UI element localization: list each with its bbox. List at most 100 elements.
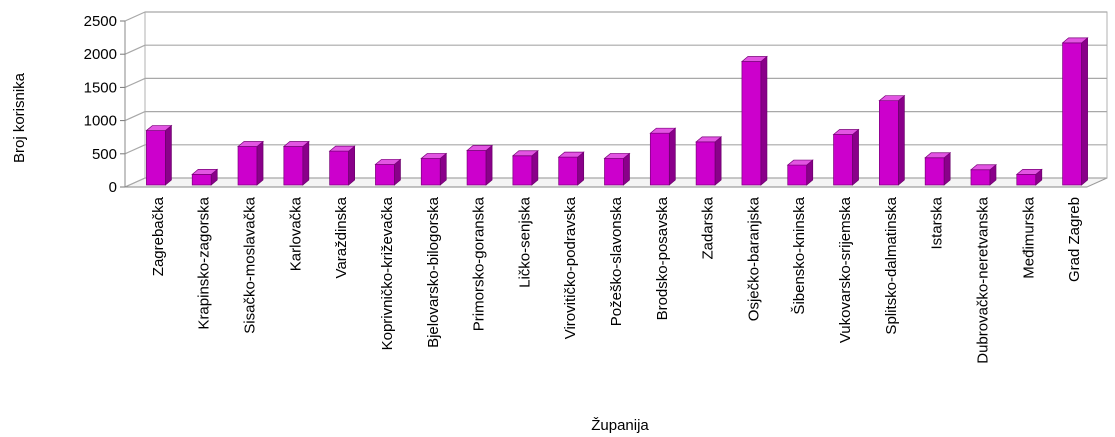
bar [740, 55, 768, 186]
bar [649, 127, 677, 186]
bar-top [924, 152, 952, 159]
bar-front [879, 100, 899, 186]
bar-top [649, 127, 677, 134]
bar-top [970, 164, 997, 171]
bar-top [420, 153, 448, 159]
bar-front [512, 155, 533, 186]
bar-top [1015, 169, 1043, 175]
x-tick-label: Vukovarsko-srijemska [837, 196, 854, 343]
bar-top [786, 159, 814, 166]
bar-top [328, 145, 356, 152]
bar-side [531, 150, 539, 186]
x-tick-label: Bjelovarsko-bilogorska [425, 196, 442, 348]
x-axis-title: Županija [591, 417, 649, 434]
bar-top [832, 129, 860, 135]
x-tick-label: Splitsko-dalmatinska [883, 196, 900, 334]
x-tick-label: Grad Zagreb [1066, 197, 1083, 282]
x-tick-label: Zadarska [700, 196, 717, 259]
bar [420, 152, 448, 186]
bar-front [466, 150, 487, 186]
bar [832, 128, 860, 186]
bar [191, 168, 219, 186]
gridline-side [124, 11, 146, 22]
bar-top [511, 150, 539, 157]
x-tick-label: Varaždinska [333, 196, 350, 278]
bar-side [943, 152, 951, 186]
x-tick-label: Brodsko-posavska [654, 196, 671, 320]
y-tick-label: 0 [109, 179, 117, 196]
x-tick-label: Dubrovačko-neretvanska [974, 196, 991, 363]
bar-top [557, 151, 585, 158]
bar-front [191, 174, 212, 186]
bar-top [466, 145, 494, 151]
bar [328, 145, 356, 186]
x-tick-label: Šibensko-kninska [791, 196, 808, 314]
x-tick-label: Krapinsko-zagorska [196, 196, 213, 329]
bar-side [577, 151, 585, 186]
bar-top [878, 95, 906, 102]
x-tick-label: Požeško-slavonska [608, 196, 625, 326]
bar-front [787, 164, 808, 186]
bar [557, 151, 585, 186]
x-tick-label: Koprivničko-križevačka [379, 196, 396, 350]
bar-front [741, 61, 762, 186]
bar-side [714, 136, 722, 186]
x-axis-categories: Zagrebačka Krapinsko-zagorska Sisačko-mosl… [150, 196, 1083, 363]
bar-side [256, 140, 264, 186]
gridline-side [124, 44, 146, 55]
bar-front [146, 130, 166, 186]
gridline-side [124, 177, 146, 188]
bar-front [604, 158, 624, 186]
bar-side [165, 124, 172, 186]
bar-top [603, 153, 631, 159]
bar-top [695, 136, 723, 143]
bar-front [924, 157, 945, 186]
x-tick-label: Istarska [929, 196, 946, 249]
chart-bars [145, 37, 1089, 186]
bar-front [375, 164, 395, 186]
y-tick-label: 2500 [84, 13, 117, 30]
bar-side [760, 55, 768, 186]
bar-side [485, 144, 493, 186]
x-tick-label: Primorsko-goranska [471, 196, 488, 331]
x-tick-label: Osječko-baranjska [745, 196, 762, 321]
gridline-side [124, 77, 146, 88]
bar-front [833, 134, 853, 186]
bar-front [1062, 42, 1082, 186]
x-tick-label: Sisačko-moslavačka [242, 196, 259, 333]
bar-front [695, 141, 716, 186]
x-tick-label: Ličko-senjska [516, 196, 533, 288]
x-tick-label: Virovitičko-podravska [562, 196, 579, 339]
bar-top [237, 141, 264, 147]
bar [237, 140, 264, 186]
gridline-side [124, 144, 146, 155]
bar-front [329, 150, 349, 186]
bar [924, 152, 952, 186]
bar-front [283, 146, 304, 186]
y-axis-ticks: 0 500 1000 1500 2000 2500 [84, 13, 117, 196]
gridline-side [124, 111, 146, 122]
x-tick-label: Međimurska [1020, 196, 1037, 278]
bar-front [649, 132, 670, 186]
y-axis-title: Broj korisnika [11, 72, 28, 163]
y-tick-label: 1500 [84, 79, 117, 96]
bar [1015, 168, 1043, 186]
bar [786, 159, 814, 186]
bar [970, 163, 997, 186]
bar [603, 152, 631, 186]
bar-top [1061, 37, 1089, 44]
x-tick-label: Karlovačka [287, 196, 304, 271]
bar [511, 150, 539, 186]
bar-side [852, 128, 859, 186]
bar-side [439, 152, 447, 186]
bar [466, 144, 494, 186]
bar [145, 124, 173, 186]
bar-front [970, 169, 991, 186]
bar [374, 158, 402, 186]
bar-side [623, 152, 630, 186]
bar-front [420, 158, 441, 186]
y-tick-label: 2000 [84, 46, 117, 63]
y-tick-label: 1000 [84, 113, 117, 130]
bar [695, 136, 723, 186]
